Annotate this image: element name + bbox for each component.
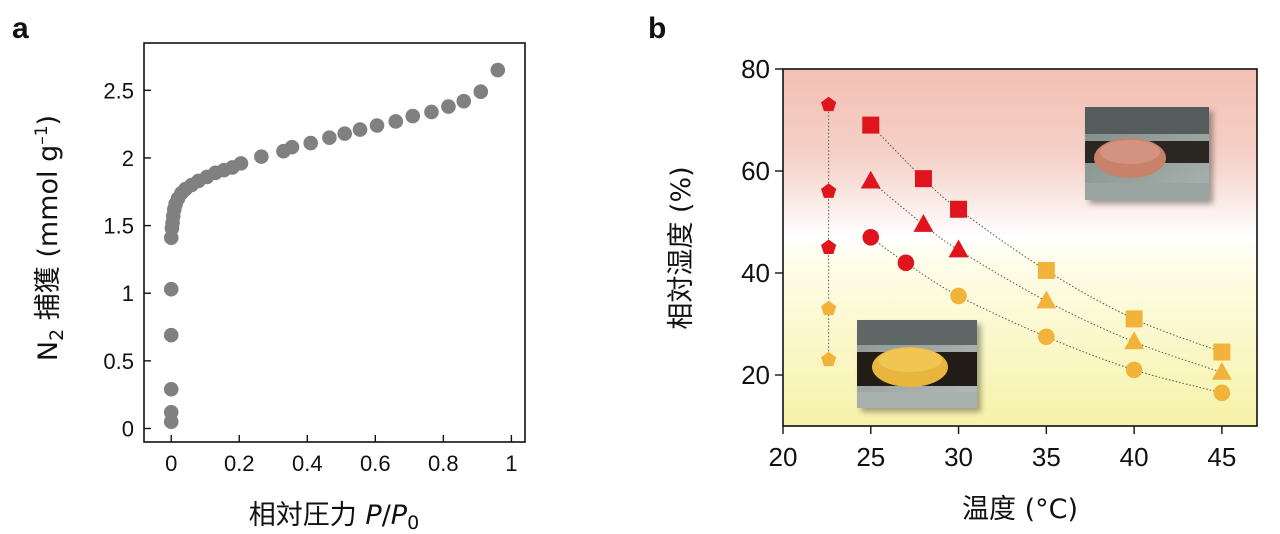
circle-marker bbox=[862, 229, 880, 246]
x-axis-title-b: 温度 (°C) bbox=[962, 494, 1078, 525]
triangle-marker bbox=[860, 170, 881, 189]
circle-marker bbox=[1038, 328, 1055, 346]
data-point bbox=[405, 108, 421, 124]
data-point bbox=[163, 281, 179, 297]
data-point bbox=[233, 156, 249, 171]
y-tick-label-a: 2.5 bbox=[103, 78, 134, 103]
x-tick-label-b: 40 bbox=[1120, 442, 1149, 472]
x-axis-a: 0 0.2 0.4 0.6 0.8 1 bbox=[165, 435, 518, 476]
yellow-powder-photo bbox=[857, 320, 977, 408]
x-axis-title-a: 相対圧力 P/P0 bbox=[249, 500, 419, 534]
circle-marker bbox=[1213, 384, 1231, 402]
data-point bbox=[303, 135, 318, 151]
data-point bbox=[369, 118, 385, 133]
data-point bbox=[441, 99, 456, 114]
triangle-marker bbox=[1124, 331, 1145, 350]
x-tick-label-a: 0.2 bbox=[224, 451, 255, 476]
red-powder-photo bbox=[1085, 107, 1209, 200]
y-tick-label-a: 0 bbox=[122, 416, 134, 441]
triangle-marker bbox=[1211, 361, 1232, 380]
plot-frame-b bbox=[782, 68, 1258, 427]
y-tick-label-b: 40 bbox=[741, 258, 770, 288]
x-tick-label-a: 0.4 bbox=[292, 451, 323, 476]
data-point bbox=[163, 327, 179, 343]
chart-panel-a: 0 0.2 0.4 0.6 0.8 1 0 0.5 1 1.5 2 2.5 相対圧力 P/P0 N2… bbox=[32, 42, 526, 534]
x-tick-label-b: 45 bbox=[1207, 442, 1236, 472]
x-axis-b: 20 25 30 35 40 45 bbox=[769, 426, 1236, 472]
data-point bbox=[352, 122, 368, 137]
y-tick-label-b: 20 bbox=[741, 360, 770, 390]
chart-panel-b: 20 25 30 35 40 45 20 40 60 80 温度 (°C) 相対湿度 (%) bbox=[666, 54, 1258, 525]
y-tick-label-a: 1.5 bbox=[103, 214, 134, 239]
square-marker bbox=[1125, 310, 1143, 328]
y-axis-title-a: N2 捕獲 (mmol g–1) bbox=[32, 115, 68, 361]
data-point bbox=[322, 130, 337, 145]
data-point bbox=[163, 404, 179, 420]
plot-frame-a bbox=[143, 42, 526, 443]
pentagon-marker bbox=[821, 183, 837, 198]
data-point bbox=[388, 114, 404, 129]
x-tick-label-b: 35 bbox=[1032, 442, 1061, 472]
circle-marker bbox=[897, 254, 915, 272]
circle-marker bbox=[950, 287, 967, 305]
pentagon-marker bbox=[821, 351, 837, 367]
data-point bbox=[337, 126, 353, 141]
square-marker bbox=[1037, 261, 1055, 279]
y-tick-label-b: 80 bbox=[741, 54, 770, 84]
x-tick-label-b: 20 bbox=[769, 442, 798, 472]
pentagon-marker bbox=[821, 300, 837, 316]
data-point bbox=[163, 381, 179, 397]
data-point bbox=[490, 62, 506, 78]
y-axis-b: 20 40 60 80 bbox=[741, 54, 783, 390]
square-marker bbox=[862, 116, 880, 134]
y-tick-label-a: 2 bbox=[122, 146, 134, 171]
triangle-marker bbox=[1036, 290, 1057, 309]
x-tick-label-b: 25 bbox=[856, 442, 885, 472]
data-point bbox=[473, 84, 489, 99]
data-point bbox=[456, 93, 472, 109]
x-tick-label-a: 0 bbox=[165, 451, 177, 476]
x-tick-label-a: 1 bbox=[505, 451, 517, 476]
square-marker bbox=[1213, 343, 1231, 361]
data-point bbox=[254, 149, 269, 164]
x-tick-label-a: 0.6 bbox=[360, 451, 391, 476]
data-series-b bbox=[821, 96, 1232, 402]
y-tick-label-b: 60 bbox=[741, 156, 770, 186]
panel-label-b: b bbox=[648, 12, 666, 45]
x-tick-label-b: 30 bbox=[944, 442, 973, 472]
data-series-a bbox=[163, 62, 506, 430]
y-axis-a: 0 0.5 1 1.5 2 2.5 bbox=[103, 78, 151, 441]
pentagon-marker bbox=[821, 96, 837, 112]
data-point bbox=[424, 104, 439, 120]
circle-marker bbox=[1125, 361, 1143, 379]
y-axis-title-b: 相対湿度 (%) bbox=[666, 166, 697, 329]
y-tick-label-a: 0.5 bbox=[103, 349, 134, 374]
data-point bbox=[284, 139, 300, 155]
triangle-marker bbox=[913, 214, 934, 232]
panel-label-a: a bbox=[12, 12, 29, 45]
square-marker bbox=[914, 170, 932, 188]
pentagon-marker bbox=[821, 239, 837, 254]
x-tick-label-a: 0.8 bbox=[428, 451, 459, 476]
y-tick-label-a: 1 bbox=[122, 281, 134, 306]
square-marker bbox=[950, 200, 968, 218]
triangle-marker bbox=[948, 239, 969, 258]
fit-curve-triangle bbox=[870, 180, 1223, 373]
